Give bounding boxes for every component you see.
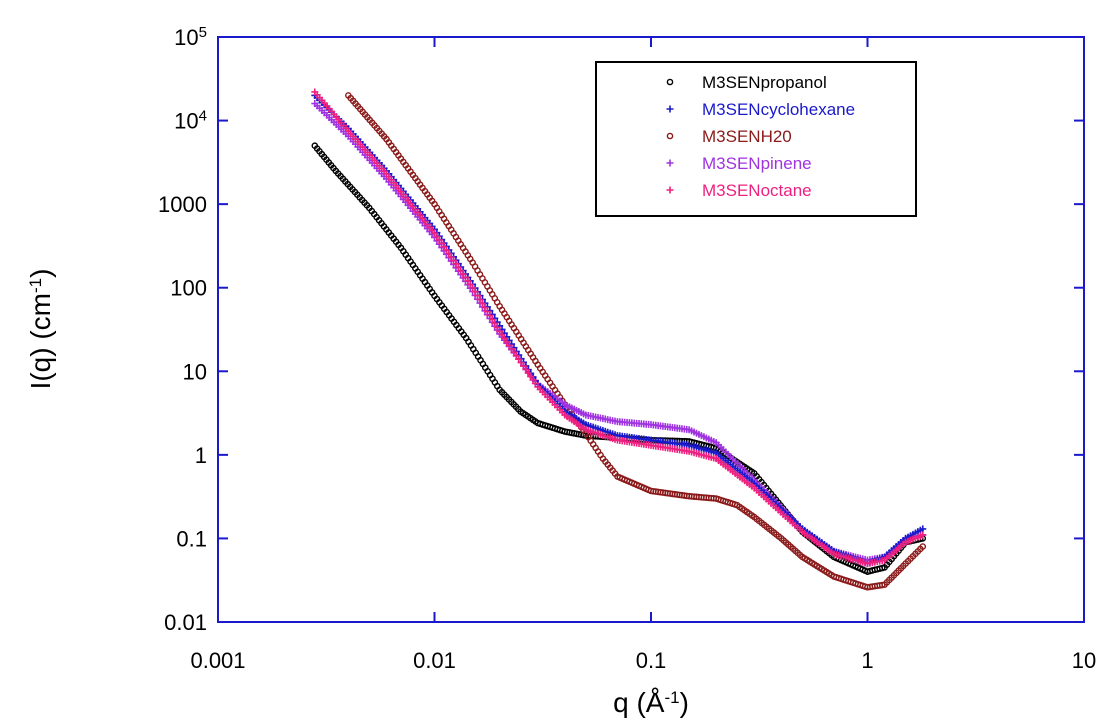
x-tick-label: 0.01	[413, 648, 456, 673]
data-point	[478, 300, 486, 308]
data-point	[919, 543, 927, 550]
y-axis-title-end: )	[25, 269, 56, 278]
data-point	[483, 308, 491, 316]
legend-entry: M3SENcyclohexane	[666, 100, 855, 119]
data-point	[474, 292, 482, 300]
data-point	[919, 531, 927, 539]
data-point	[491, 319, 499, 327]
x-tick-label: 10	[1072, 648, 1096, 673]
series-M3SENoctane	[311, 88, 927, 568]
x-axis-title: q (Å-1)	[613, 687, 689, 718]
legend-entry: M3SENpinene	[666, 154, 812, 173]
data-point	[488, 315, 496, 323]
x-tick-label: 0.1	[636, 648, 667, 673]
legend-marker	[666, 132, 674, 140]
legend-entry: M3SENH20	[666, 127, 792, 146]
data-point	[481, 304, 489, 312]
y-tick-label: 104	[174, 107, 207, 134]
y-tick-label: 1	[195, 443, 207, 468]
legend-label: M3SENoctane	[702, 181, 812, 200]
y-tick-label: 105	[174, 24, 207, 51]
y-tick-labels: 0.01 0.1 1 10 100 1000 104 105	[158, 24, 207, 636]
y-axis-title: I(q) (cm-1)	[25, 269, 56, 390]
data-point	[878, 581, 886, 589]
data-point	[919, 525, 927, 533]
legend-entry: M3SENoctane	[666, 181, 812, 200]
y-tick-label: 10	[183, 359, 207, 384]
legend-entry: M3SENpropanol	[666, 73, 827, 92]
y-tick-label: 100	[170, 276, 207, 301]
x-tick-label: 1	[861, 648, 873, 673]
legend: M3SENpropanol M3SENcyclohexane M3SENH20 M3S…	[595, 61, 917, 217]
y-axis-title-sup: -1	[26, 278, 45, 293]
data-point	[469, 284, 477, 292]
data-point	[493, 323, 501, 331]
x-tick-labels: 0.001 0.01 0.1 1 10	[190, 648, 1096, 673]
data-point	[476, 296, 484, 304]
legend-items: M3SENpropanol M3SENcyclohexane M3SENH20 M3S…	[666, 73, 855, 200]
series-M3SENH20	[345, 92, 927, 591]
legend-marker	[666, 78, 674, 86]
x-axis-title-end: )	[680, 687, 689, 718]
x-axis-title-main: q (Å	[613, 687, 665, 718]
legend-marker	[666, 105, 674, 113]
legend-label: M3SENcyclohexane	[702, 100, 855, 119]
y-axis-title-main: I(q) (cm	[25, 293, 56, 389]
legend-label: M3SENpinene	[702, 154, 812, 173]
y-tick-label: 1000	[158, 192, 207, 217]
legend-label: M3SENpropanol	[702, 73, 827, 92]
y-tick-label: 0.01	[164, 610, 207, 635]
legend-label: M3SENH20	[702, 127, 792, 146]
x-axis-title-sup: -1	[664, 688, 679, 707]
series-layer	[311, 88, 927, 591]
data-point	[486, 312, 494, 320]
x-tick-label: 0.001	[190, 648, 245, 673]
axis-ticks	[217, 36, 1085, 623]
data-point	[471, 288, 479, 296]
y-tick-label: 0.1	[176, 526, 207, 551]
legend-marker	[666, 186, 674, 194]
legend-box	[595, 61, 917, 217]
legend-marker	[666, 159, 674, 167]
